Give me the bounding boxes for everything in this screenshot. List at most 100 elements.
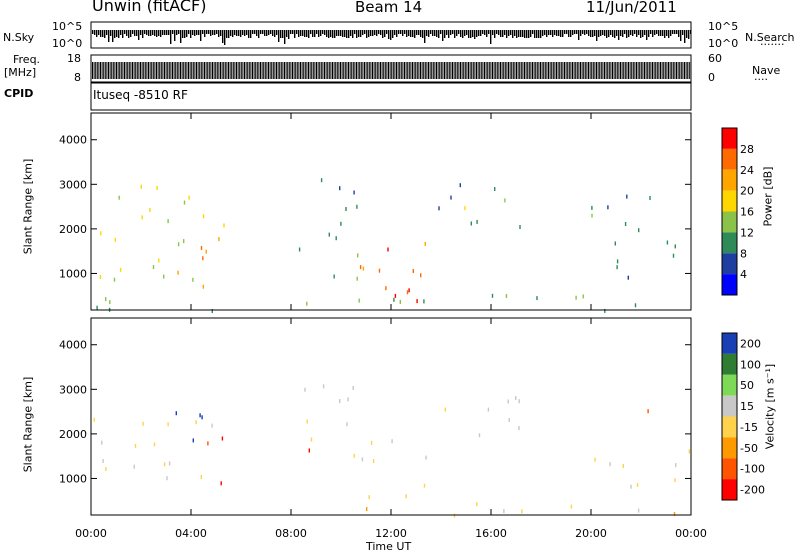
freq-bar — [472, 62, 474, 79]
power-cell — [424, 241, 426, 246]
nsky-bar — [352, 30, 354, 38]
freq-bar — [168, 62, 170, 79]
nsky-bar — [296, 30, 298, 34]
velocity-cell — [211, 423, 213, 428]
power-cell — [183, 239, 185, 244]
nsky-bar — [604, 30, 606, 36]
power-colorbar-label: Power [dB] — [761, 166, 775, 227]
power-cell — [476, 219, 478, 224]
freq-bar — [448, 62, 450, 79]
freq-bar — [332, 62, 333, 79]
freq-bar — [284, 62, 285, 79]
freq-bar — [164, 62, 165, 79]
velocity-colorbar-tick: 50 — [740, 379, 754, 392]
freq-bar — [444, 62, 445, 79]
freq-bar — [452, 62, 453, 79]
freq-bar — [684, 62, 685, 79]
velocity-cell — [308, 448, 310, 453]
power-cell — [202, 284, 204, 289]
nsky-bar — [448, 30, 450, 38]
nsky-bar — [424, 30, 426, 43]
nsky-bar — [292, 30, 294, 34]
power-cell — [96, 305, 98, 310]
nsky-bar — [524, 30, 526, 38]
nsky-bar — [548, 30, 550, 35]
freq-bar — [445, 62, 447, 79]
freq-bar — [432, 62, 434, 79]
freq-bar — [133, 62, 135, 79]
nsky-bar — [186, 30, 188, 37]
freq-bar — [372, 62, 373, 79]
nsky-bar — [622, 30, 624, 37]
velocity-colorbar-segment — [722, 395, 737, 417]
nsky-bar — [466, 30, 468, 35]
freq-bar — [658, 62, 660, 79]
nsky-bar — [442, 30, 444, 41]
freq-bar — [410, 62, 412, 79]
freq-bar — [522, 62, 524, 79]
freq-bar — [591, 62, 593, 79]
freq-bar — [650, 62, 652, 79]
power-colorbar-segment — [722, 253, 737, 275]
nsky-bar — [510, 30, 512, 35]
nsky-bar — [590, 30, 592, 37]
nsky-bar — [422, 30, 424, 38]
velocity-cell — [310, 437, 313, 442]
nsky-bar — [260, 30, 262, 34]
nsky-bar — [220, 30, 222, 36]
freq-bar — [549, 62, 551, 79]
nsky-bar — [106, 30, 108, 35]
freq-bar — [484, 62, 485, 79]
freq-bar — [629, 62, 631, 79]
freq-bar — [469, 62, 471, 79]
power-cell — [113, 277, 116, 282]
velocity-cell — [476, 502, 478, 507]
nsky-bar — [224, 30, 226, 45]
nave-dots: ···· — [754, 73, 768, 86]
power-cell — [416, 299, 418, 304]
nsky-bar — [104, 30, 106, 38]
freq-bar — [636, 62, 637, 79]
freq-bar — [276, 62, 277, 79]
freq-bar — [584, 62, 586, 79]
nsky-bar — [534, 30, 536, 38]
power-cell — [638, 228, 640, 233]
power-cell — [177, 270, 179, 275]
freq-bar — [391, 62, 393, 79]
freq-bar — [132, 62, 133, 79]
velocity-cell — [93, 417, 95, 422]
freq-bar — [154, 62, 156, 79]
freq-bar — [93, 62, 95, 79]
nsky-bar — [102, 30, 104, 37]
nsky-bar — [206, 30, 208, 34]
power-colorbar-tick: 8 — [740, 247, 747, 260]
freq-bar — [477, 62, 479, 79]
xtick-label: 20:00 — [575, 527, 607, 540]
velocity-cell — [675, 463, 677, 468]
freq-bar — [573, 62, 575, 79]
power-cell — [223, 223, 225, 228]
freq-bar — [325, 62, 327, 79]
velocity-cell — [166, 476, 168, 481]
freq-bar — [548, 62, 549, 79]
nsky-bar — [620, 30, 622, 36]
nsky-bar — [288, 30, 290, 39]
nsky-bar — [660, 30, 662, 36]
nsky-bar — [334, 30, 336, 38]
freq-bar — [607, 62, 609, 79]
freq-bar — [119, 62, 121, 79]
power-cell — [536, 296, 538, 301]
velocity-cell — [521, 509, 523, 514]
freq-bar — [346, 62, 348, 79]
nsky-bar — [344, 30, 346, 37]
freq-unit: [MHz] — [4, 66, 37, 79]
xtick-label: 08:00 — [275, 527, 307, 540]
nsky-bar — [316, 30, 318, 34]
freq-bar — [589, 62, 591, 79]
freq-bar — [546, 62, 548, 79]
freq-bar — [304, 62, 306, 79]
velocity-cell — [163, 462, 166, 467]
freq-bar — [679, 62, 681, 79]
velocity-cell — [673, 512, 676, 516]
freq-bar — [290, 62, 292, 79]
